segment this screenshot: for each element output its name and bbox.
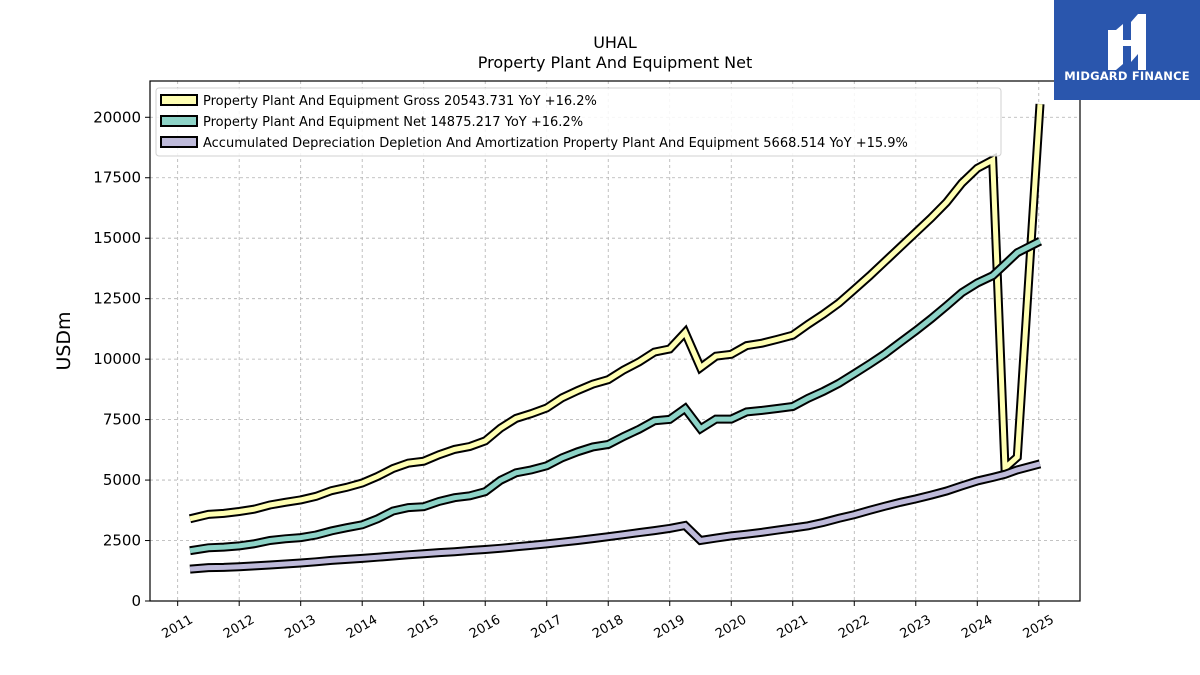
legend-swatch (160, 115, 198, 127)
y-tick-label: 20000 (93, 108, 141, 126)
series-line (189, 459, 1042, 574)
y-tick-label: 5000 (103, 471, 141, 489)
x-tick-label: 2015 (406, 612, 442, 642)
x-axis: 2011 2012 2013 2014 2015 2016 2017 2018 2019 2020… (160, 601, 1057, 642)
y-tick-label: 12500 (93, 290, 141, 308)
x-tick-label: 2020 (713, 612, 749, 642)
grid (150, 81, 1080, 602)
series-lines (188, 103, 1045, 574)
y-tick-label: 10000 (93, 350, 141, 368)
logo-mark-icon (1108, 14, 1146, 70)
y-tick-label: 2500 (103, 532, 141, 550)
y-tick-label: 17500 (93, 169, 141, 187)
chart-subtitle: Property Plant And Equipment Net (478, 53, 753, 72)
series-line (188, 103, 1045, 524)
series-line (189, 237, 1043, 556)
y-tick-label: 15000 (93, 229, 141, 247)
x-tick-label: 2024 (959, 612, 995, 642)
legend: Property Plant And Equipment Gross 20543… (155, 87, 1002, 157)
legend-swatch (160, 136, 198, 148)
x-tick-label: 2017 (529, 612, 565, 642)
y-tick-label: 7500 (103, 411, 141, 429)
x-tick-label: 2023 (898, 612, 934, 642)
legend-item: Property Plant And Equipment Gross 20543… (160, 94, 597, 109)
logo-name: MIDGARD FINANCE (1064, 69, 1190, 83)
y-axis-label: USDm (53, 311, 75, 370)
x-tick-label: 2012 (221, 612, 257, 642)
x-tick-label: 2025 (1021, 612, 1057, 642)
x-tick-label: 2019 (652, 612, 688, 642)
x-tick-label: 2011 (160, 612, 196, 642)
y-tick-label: 0 (131, 592, 141, 610)
plot-frame (149, 80, 1081, 602)
x-tick-label: 2018 (590, 612, 626, 642)
legend-item: Accumulated Depreciation Depletion And A… (160, 136, 908, 151)
x-tick-label: 2014 (344, 612, 380, 642)
legend-label: Accumulated Depreciation Depletion And A… (203, 136, 908, 151)
legend-frame (155, 87, 1002, 157)
x-tick-label: 2022 (836, 612, 872, 642)
legend-label: Property Plant And Equipment Net 14875.2… (203, 115, 583, 130)
x-tick-label: 2021 (775, 612, 811, 642)
x-tick-label: 2013 (283, 612, 319, 642)
x-tick-label: 2016 (467, 612, 503, 642)
legend-item: Property Plant And Equipment Net 14875.2… (160, 115, 583, 130)
y-axis: 0 2500 5000 7500 10000 12500 15000 17500 20000 (93, 108, 150, 610)
brand-logo: MIDGARD FINANCE (1054, 0, 1200, 100)
chart-title: UHAL (593, 33, 637, 52)
legend-label: Property Plant And Equipment Gross 20543… (203, 94, 597, 109)
legend-swatch (160, 94, 198, 106)
